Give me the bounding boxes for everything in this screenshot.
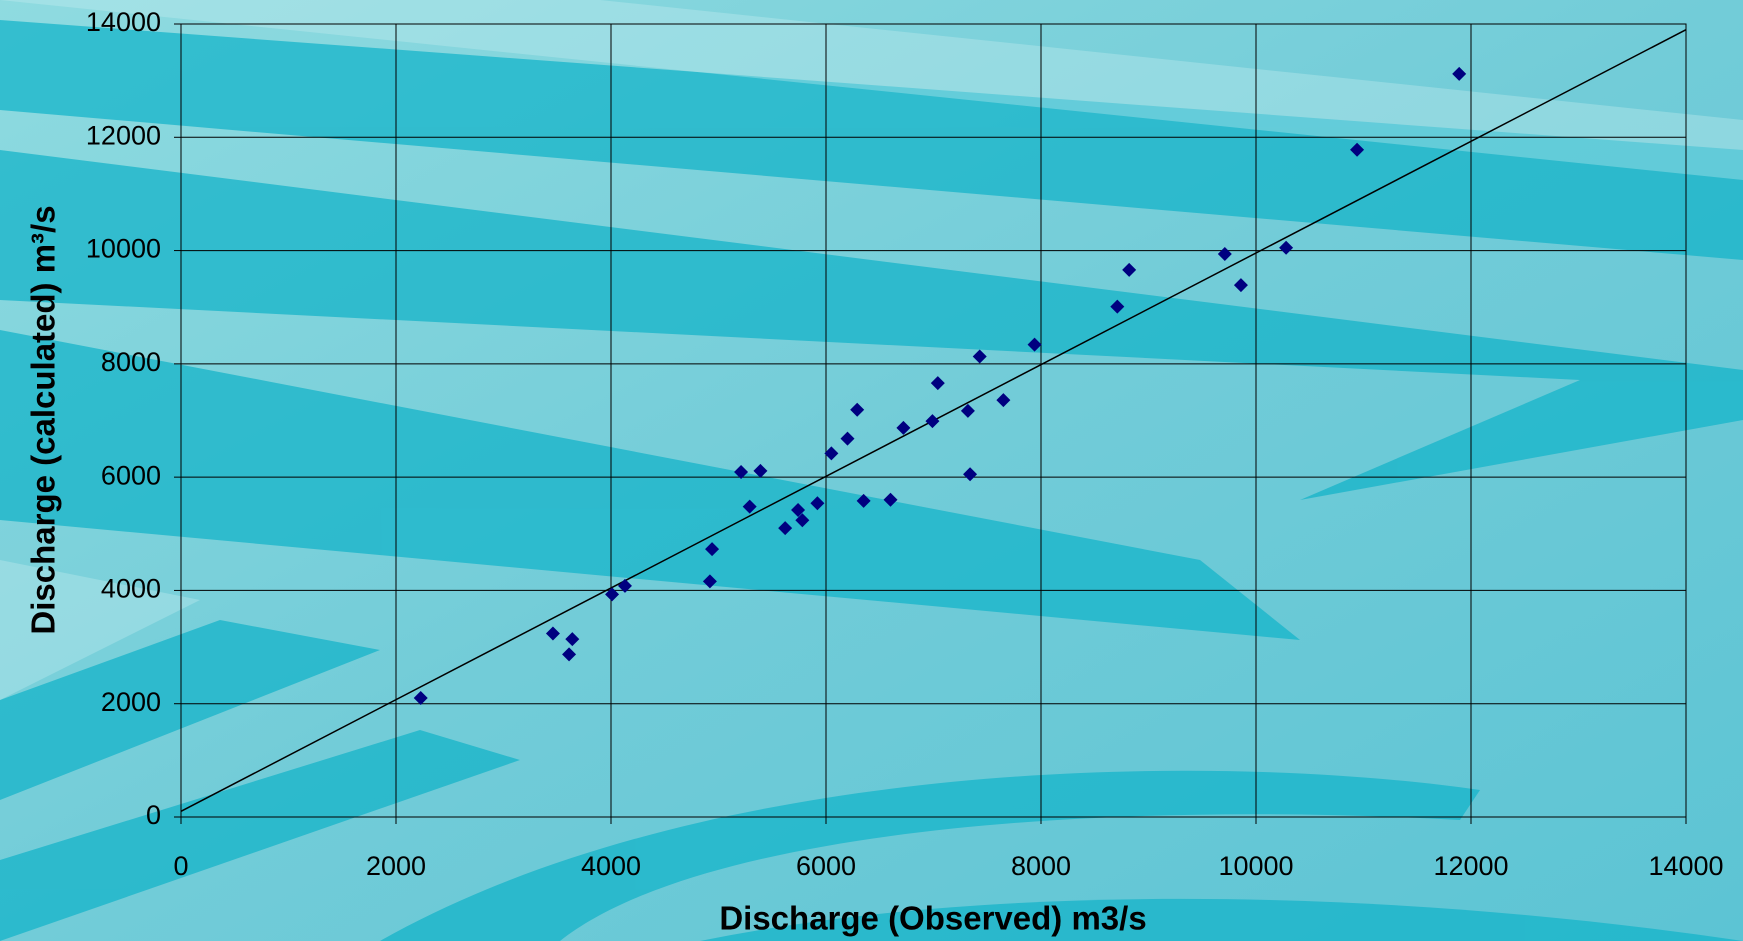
y-tick-label: 10000 — [86, 234, 161, 264]
page: {"chart_data": { "type": "scatter", "x_l… — [0, 0, 1743, 941]
y-tick-label: 0 — [146, 800, 161, 830]
x-axis-title: Discharge (Observed) m3/s — [719, 900, 1146, 937]
y-tick-label: 8000 — [101, 347, 161, 377]
x-tick-label: 12000 — [1433, 851, 1508, 881]
x-tick-label: 0 — [173, 851, 188, 881]
x-tick-label: 10000 — [1218, 851, 1293, 881]
x-tick-label: 4000 — [581, 851, 641, 881]
y-tick-label: 12000 — [86, 120, 161, 150]
y-tick-label: 14000 — [86, 7, 161, 37]
x-tick-label: 6000 — [796, 851, 856, 881]
chart: Discharge (Observed) m3/s Discharge (cal… — [0, 0, 1743, 941]
x-tick-label: 2000 — [366, 851, 426, 881]
y-tick-label: 2000 — [101, 687, 161, 717]
x-tick-label: 14000 — [1648, 851, 1723, 881]
y-tick-label: 6000 — [101, 460, 161, 490]
y-tick-label: 4000 — [101, 574, 161, 604]
y-axis-title: Discharge (calculated) m³/s — [25, 205, 62, 634]
x-tick-label: 8000 — [1011, 851, 1071, 881]
